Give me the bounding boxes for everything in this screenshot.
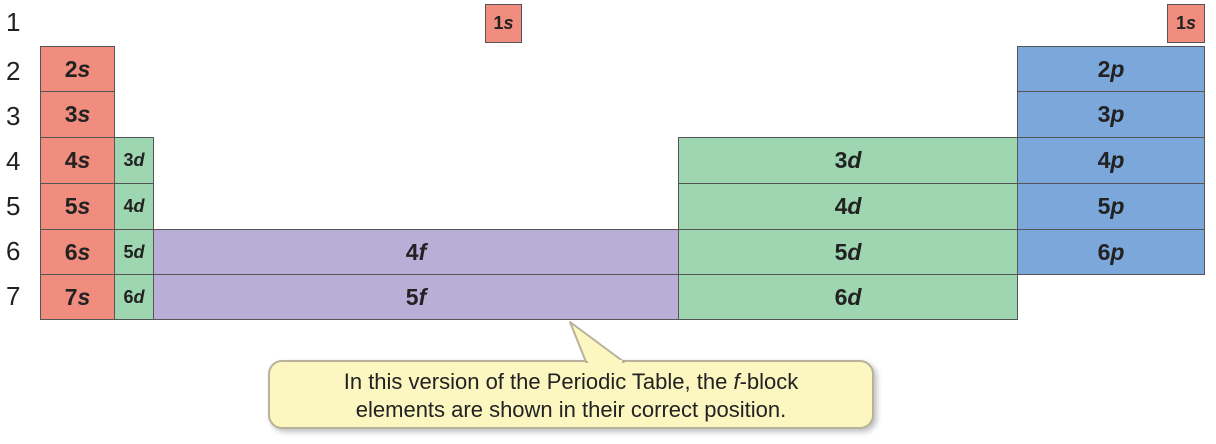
- callout-line-2: elements are shown in their correct posi…: [355, 397, 787, 422]
- cell-number: 1: [493, 13, 504, 33]
- cell-number: 5: [405, 283, 419, 310]
- cell-number: 5: [64, 193, 78, 219]
- cell-letter: p: [1110, 101, 1125, 127]
- cell-number: 4: [64, 147, 78, 173]
- period-label: 6: [6, 236, 21, 266]
- cell-number: 4: [834, 193, 848, 219]
- cell-letter: s: [77, 193, 91, 219]
- cell-number: 3: [834, 147, 848, 173]
- period-label: 1: [6, 7, 21, 37]
- cell-number: 6: [834, 283, 848, 310]
- cell-number: 4: [1097, 147, 1111, 173]
- cell-number: 3: [123, 150, 134, 170]
- cell-number: 7: [64, 283, 78, 310]
- cell-number: 6: [1097, 238, 1111, 265]
- cell-number: 5: [834, 238, 848, 265]
- callout-emphasis: f: [733, 369, 740, 394]
- cell-letter: d: [847, 193, 862, 219]
- cell-letter: p: [1110, 193, 1125, 219]
- cell-number: 1: [1175, 13, 1186, 33]
- cell-letter: s: [77, 283, 91, 310]
- cell-letter: p: [1110, 55, 1125, 82]
- cell-letter: s: [77, 147, 91, 173]
- cell-number: 3: [1097, 101, 1111, 127]
- period-label: 5: [6, 191, 21, 221]
- cell-letter: d: [847, 238, 862, 265]
- period-label: 3: [6, 101, 21, 131]
- cell-letter: d: [133, 196, 145, 216]
- cell-number: 5: [1097, 193, 1111, 219]
- cell-letter: f: [418, 238, 427, 265]
- cell-letter: s: [77, 101, 91, 127]
- cell-number: 4: [405, 238, 419, 265]
- cell-number: 5: [123, 241, 134, 262]
- cell-letter: s: [503, 13, 514, 33]
- period-label: 7: [6, 281, 21, 311]
- callout-text: -block: [739, 369, 799, 394]
- cell-letter: d: [133, 286, 145, 307]
- cell-letter: d: [133, 150, 145, 170]
- period-label: 4: [6, 146, 21, 176]
- cell-number: 2: [1097, 55, 1111, 82]
- cell-number: 3: [64, 101, 78, 127]
- period-label: 2: [6, 56, 21, 86]
- cell-number: 6: [123, 286, 134, 307]
- cell-letter: d: [133, 241, 145, 262]
- cell-letter: s: [1186, 13, 1197, 33]
- cell-number: 6: [64, 238, 78, 265]
- cell-letter: d: [847, 147, 862, 173]
- cell-number: 2: [64, 55, 78, 82]
- cell-letter: s: [77, 238, 91, 265]
- cell-letter: p: [1110, 147, 1125, 173]
- cell-number: 4: [123, 196, 134, 216]
- callout-line-1: In this version of the Periodic Table, t…: [270, 368, 872, 396]
- cell-letter: p: [1110, 238, 1125, 265]
- callout-box: In this version of the Periodic Table, t…: [268, 360, 874, 429]
- cell-letter: s: [77, 55, 91, 82]
- cell-letter: d: [847, 283, 862, 310]
- cell-letter: f: [418, 283, 427, 310]
- callout-text: In this version of the Periodic Table, t…: [343, 369, 734, 394]
